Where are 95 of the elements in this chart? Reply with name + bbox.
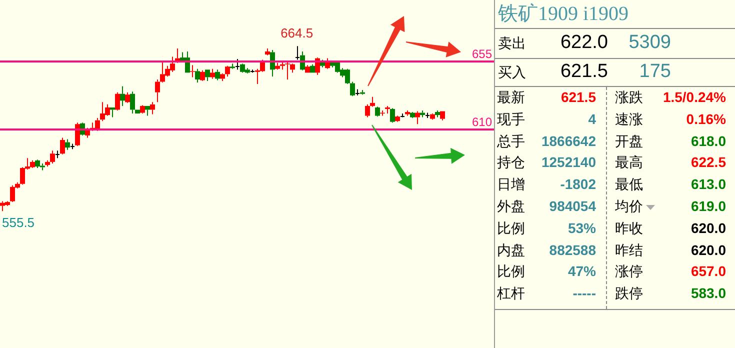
text: 跌停 [615, 285, 643, 304]
text: 613.0 [690, 176, 726, 192]
text: 555.5 [2, 215, 35, 230]
candlestick [230, 63, 235, 70]
text: 外盘 [497, 198, 525, 216]
text: 620.0 [690, 242, 726, 258]
candlestick [130, 91, 135, 114]
candlestick [295, 46, 300, 60]
candlestick [435, 110, 440, 118]
text: 53% [568, 220, 596, 236]
candlestick [440, 111, 445, 121]
text: 657.0 [690, 263, 726, 280]
text: 现手 [497, 110, 525, 129]
candlestick [190, 64, 195, 78]
candlestick [225, 65, 230, 77]
candlestick [120, 86, 125, 106]
candlestick [360, 90, 365, 96]
text: 开盘 [615, 132, 643, 151]
text: 175 [639, 61, 671, 83]
text: 铁矿1909 i1909 [498, 2, 629, 27]
candlestick [45, 160, 50, 167]
text: 4 [588, 110, 596, 127]
candlestick [365, 104, 370, 118]
text: 620.0 [690, 220, 726, 236]
candlestick [145, 106, 150, 116]
text: 583.0 [690, 285, 726, 302]
candlestick [275, 62, 280, 70]
text: 882588 [549, 242, 596, 258]
candlestick [125, 92, 130, 104]
text: 比例 [497, 220, 525, 238]
text: 涨停 [615, 263, 643, 282]
text: 昨结 [615, 242, 643, 260]
text: 618.0 [690, 132, 726, 149]
text: 均价 [615, 198, 643, 216]
text: 984054 [549, 198, 596, 214]
text: 5309 [628, 32, 671, 54]
text: 622.5 [690, 154, 726, 170]
text: 昨收 [615, 220, 643, 238]
text: 1.5/0.24% [662, 89, 726, 105]
candlestick [390, 108, 395, 124]
text: 总手 [497, 132, 525, 151]
candlestick [150, 102, 155, 115]
text: 持仓 [497, 154, 525, 172]
candlestick [210, 68, 215, 80]
text: 0.16% [686, 110, 726, 127]
candlestick [405, 110, 410, 116]
text: ----- [572, 285, 596, 302]
text: 622.0 [560, 32, 608, 54]
text: 最新 [497, 89, 525, 107]
text: 比例 [497, 263, 525, 282]
text: 621.5 [560, 61, 608, 83]
text: 最低 [615, 176, 643, 194]
text: 621.5 [560, 89, 596, 105]
candlestick [385, 105, 390, 114]
text: 卖出 [498, 35, 526, 53]
text: -1802 [560, 176, 596, 192]
candlestick [200, 70, 205, 82]
text: 杠杆 [497, 285, 525, 304]
candlestick [195, 68, 200, 83]
candlestick [350, 81, 355, 97]
candlestick [220, 72, 225, 82]
candlestick [205, 70, 210, 82]
ref-line-label: 655 [472, 46, 492, 61]
ref-line-label: 610 [472, 114, 492, 129]
candlestick [50, 150, 55, 164]
candlestick [235, 58, 240, 70]
text: 619.0 [690, 198, 726, 214]
text: 买入 [498, 64, 526, 82]
candlestick [375, 106, 380, 118]
candlestick [395, 115, 400, 122]
candlestick [430, 113, 435, 120]
candlestick [65, 138, 70, 150]
text: 1252140 [541, 154, 596, 170]
candlestick [280, 62, 285, 70]
candlestick [415, 110, 420, 125]
candlestick [140, 104, 145, 114]
candlestick [290, 63, 295, 74]
candlestick [155, 78, 160, 103]
text: 1866642 [541, 132, 596, 149]
candlestick [285, 62, 290, 80]
text: 涨跌 [615, 89, 643, 107]
text: 47% [568, 263, 596, 280]
annotation: 664.5 [280, 25, 314, 40]
candlestick [60, 137, 65, 155]
candlestick [370, 96, 375, 108]
candlestick [115, 92, 120, 111]
text: 最高 [615, 154, 643, 172]
text: 内盘 [497, 242, 525, 260]
text: 日增 [497, 176, 525, 194]
text: 速涨 [615, 110, 643, 129]
candlestick [215, 69, 220, 81]
candlestick [310, 64, 315, 73]
candlestick [265, 48, 270, 56]
candlestick [305, 64, 310, 73]
candlestick [410, 112, 415, 119]
